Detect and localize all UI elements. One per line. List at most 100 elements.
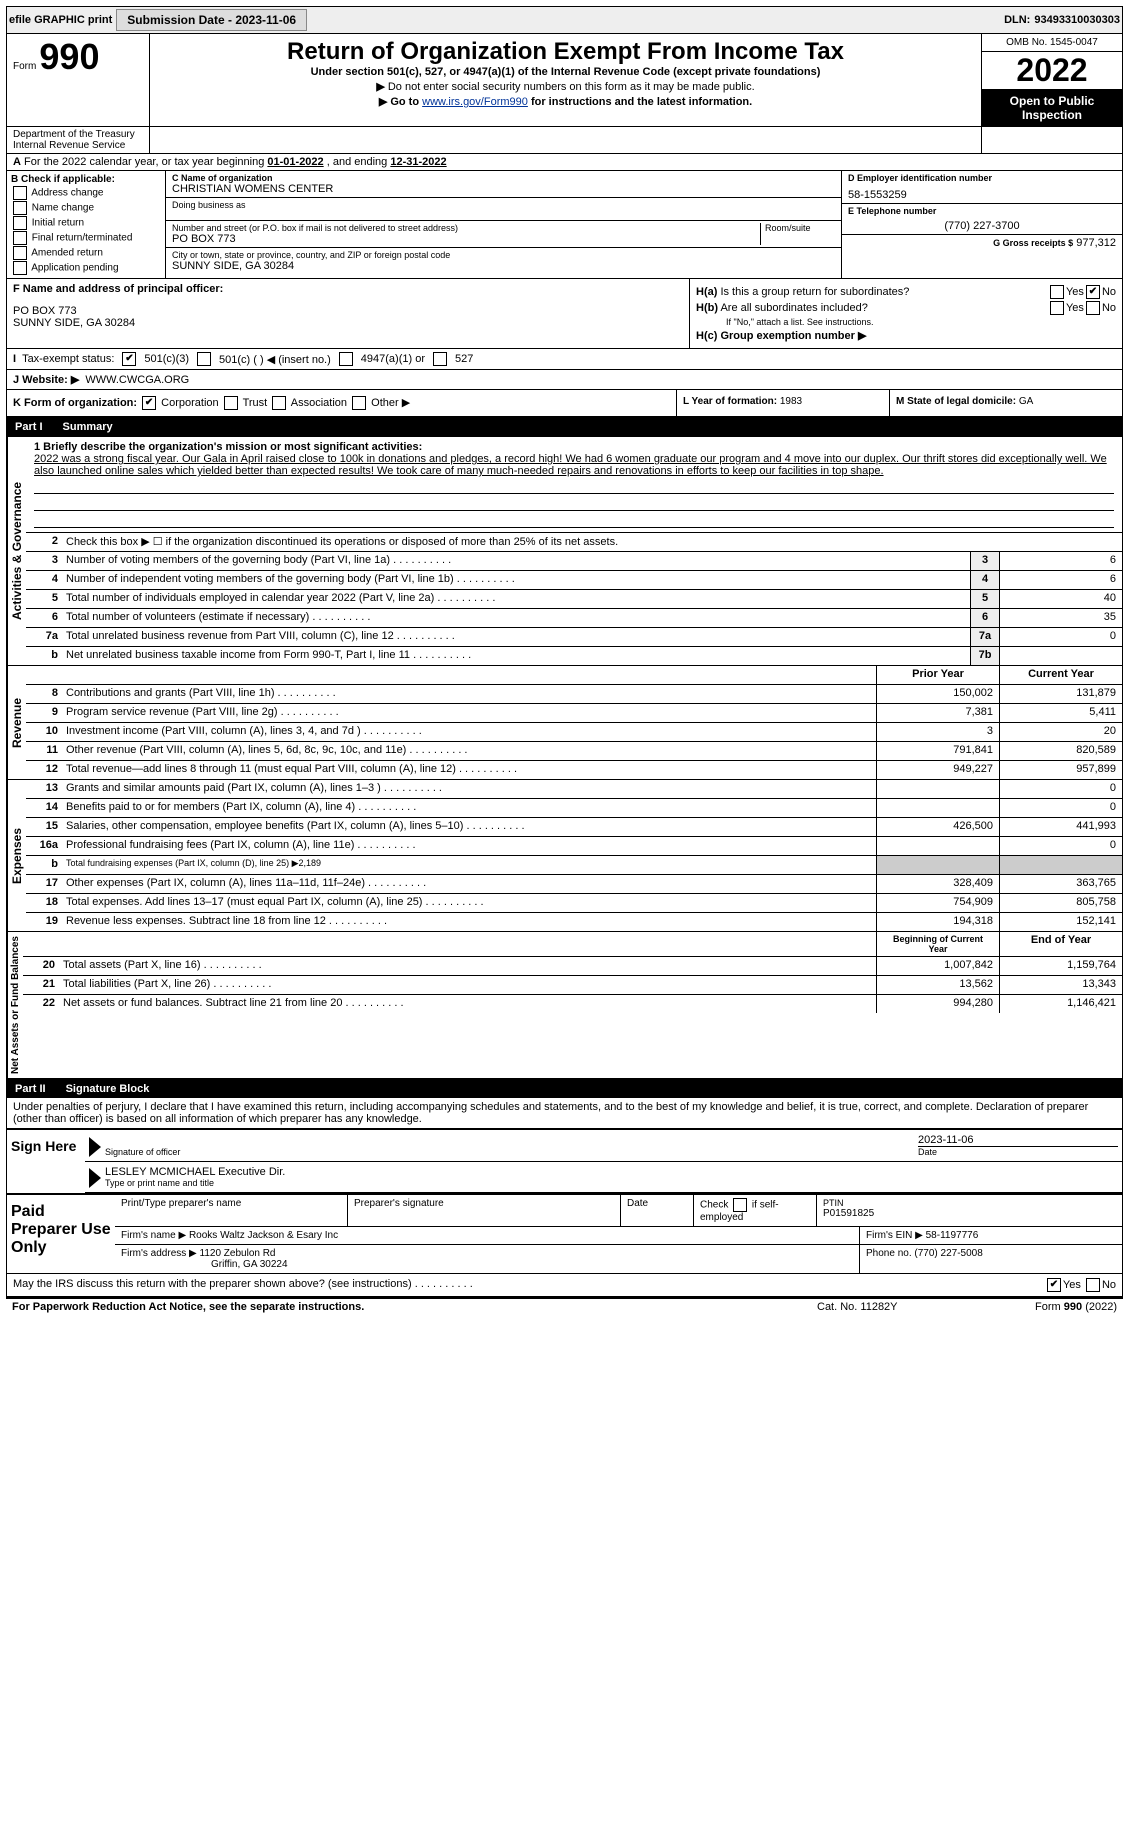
opt-assoc: Association (291, 397, 347, 409)
label-room: Room/suite (765, 223, 835, 233)
org-name: CHRISTIAN WOMENS CENTER (172, 183, 835, 195)
4947-checkbox[interactable] (339, 352, 353, 366)
city-value: SUNNY SIDE, GA 30284 (172, 260, 835, 272)
firm-addr-label: Firm's address ▶ (121, 1248, 197, 1259)
part1-title: Summary (63, 421, 113, 433)
opt-other: Other ▶ (371, 397, 410, 409)
k-other-checkbox[interactable] (352, 396, 366, 410)
ptin-value: P01591825 (823, 1208, 1116, 1219)
prep-h1: Print/Type preparer's name (115, 1195, 348, 1226)
k-assoc-checkbox[interactable] (272, 396, 286, 410)
state-domicile: GA (1019, 396, 1033, 407)
pra-notice: For Paperwork Reduction Act Notice, see … (12, 1301, 817, 1313)
label-city: City or town, state or province, country… (172, 250, 835, 260)
501c3-checkbox[interactable] (122, 352, 136, 366)
ha-no-checkbox[interactable] (1086, 285, 1100, 299)
year-begin: 01-01-2022 (267, 156, 323, 168)
ha-yes-checkbox[interactable] (1050, 285, 1064, 299)
opt-4947: 4947(a)(1) or (361, 353, 425, 365)
street-value: PO BOX 773 (172, 233, 756, 245)
cat-number: Cat. No. 11282Y (817, 1301, 967, 1313)
discuss-yes-checkbox[interactable] (1047, 1278, 1061, 1292)
discuss-yes: Yes (1063, 1279, 1081, 1291)
officer-line1: PO BOX 773 (13, 305, 683, 317)
dept-treasury: Department of the Treasury (13, 129, 143, 140)
dln-label: DLN: (1004, 14, 1030, 26)
self-employed-checkbox[interactable] (733, 1198, 747, 1212)
hb-yes-checkbox[interactable] (1050, 301, 1064, 315)
501c-checkbox[interactable] (197, 352, 211, 366)
prep-h3: Date (621, 1195, 694, 1226)
box-b-checkbox[interactable] (13, 246, 27, 260)
label-f: F Name and address of principal officer: (13, 283, 683, 295)
part1-num: Part I (15, 421, 43, 433)
omb-number: OMB No. 1545-0047 (982, 34, 1122, 52)
k-trust-checkbox[interactable] (224, 396, 238, 410)
box-b-checkbox[interactable] (13, 261, 27, 275)
phone-label: Phone no. (866, 1248, 912, 1259)
name-arrow-icon (89, 1168, 101, 1188)
irs-label: Internal Revenue Service (13, 140, 143, 151)
goto-post: for instructions and the latest informat… (528, 96, 752, 108)
submission-date-button[interactable]: Submission Date - 2023-11-06 (116, 9, 307, 31)
part2-num: Part II (15, 1083, 46, 1095)
prep-check-pre: Check (700, 1200, 728, 1211)
opt-501c: 501(c) ( ) ◀ (insert no.) (219, 353, 331, 366)
opt-corp: Corporation (161, 397, 218, 409)
col-current-year: Current Year (999, 666, 1122, 684)
label-m: M State of legal domicile: (896, 396, 1016, 407)
527-checkbox[interactable] (433, 352, 447, 366)
prep-h2: Preparer's signature (348, 1195, 621, 1226)
form-subtitle: Under section 501(c), 527, or 4947(a)(1)… (154, 66, 977, 78)
side-expenses: Expenses (7, 780, 26, 931)
date-label: Date (918, 1147, 1118, 1157)
q1-text: 2022 was a strong fiscal year. Our Gala … (34, 453, 1114, 477)
website-value: WWW.CWCGA.ORG (85, 374, 189, 386)
row-a-mid: , and ending (327, 156, 391, 168)
box-b-checkbox[interactable] (13, 201, 27, 215)
side-revenue: Revenue (7, 666, 26, 779)
yes-label: Yes (1066, 286, 1084, 298)
yes-label-2: Yes (1066, 302, 1084, 314)
label-street: Number and street (or P.O. box if mail i… (172, 223, 756, 233)
hb-note: If "No," attach a list. See instructions… (696, 317, 1116, 327)
gross-value: 977,312 (1076, 237, 1116, 249)
col-end-year: End of Year (999, 932, 1122, 956)
box-b-checkbox[interactable] (13, 216, 27, 230)
row-a-taxyear: A For the 2022 calendar year, or tax yea… (7, 153, 1122, 170)
irs-link[interactable]: www.irs.gov/Form990 (422, 96, 528, 108)
label-gross: G Gross receipts $ (993, 238, 1073, 248)
firm-addr2: Griffin, GA 30224 (211, 1259, 288, 1270)
ein-value: 58-1553259 (848, 189, 1116, 201)
tax-year: 2022 (982, 52, 1122, 90)
hb-no-checkbox[interactable] (1086, 301, 1100, 315)
firm-name: Rooks Waltz Jackson & Esary Inc (189, 1230, 338, 1241)
declaration-text: Under penalties of perjury, I declare th… (7, 1098, 1122, 1128)
k-corp-checkbox[interactable] (142, 396, 156, 410)
form-number: 990 (39, 36, 99, 77)
form-word: Form (13, 61, 36, 72)
q2-text: Check this box ▶ ☐ if the organization d… (62, 533, 1122, 551)
col-begin-year: Beginning of Current Year (876, 932, 999, 956)
year-formation: 1983 (780, 396, 802, 407)
side-netassets: Net Assets or Fund Balances (7, 932, 23, 1078)
no-label: No (1102, 286, 1116, 298)
label-c-name: C Name of organization (172, 173, 835, 183)
label-tel: E Telephone number (848, 206, 1116, 216)
tel-value: (770) 227-3700 (848, 220, 1116, 232)
ssn-notice: Do not enter social security numbers on … (388, 81, 755, 93)
box-b-checkbox[interactable] (13, 231, 27, 245)
label-ein: D Employer identification number (848, 173, 1116, 183)
box-b-checkbox[interactable] (13, 186, 27, 200)
sign-date: 2023-11-06 (918, 1134, 1118, 1147)
label-dba: Doing business as (172, 200, 835, 210)
side-governance: Activities & Governance (7, 437, 26, 665)
discuss-no: No (1102, 1279, 1116, 1291)
opt-501c3: 501(c)(3) (144, 353, 189, 365)
discuss-no-checkbox[interactable] (1086, 1278, 1100, 1292)
label-k: K Form of organization: (13, 397, 137, 409)
discuss-text: May the IRS discuss this return with the… (13, 1278, 412, 1290)
label-a: A (13, 156, 21, 168)
officer-name: LESLEY MCMICHAEL Executive Dir. (105, 1166, 1118, 1178)
q1-label: 1 Briefly describe the organization's mi… (34, 441, 1114, 453)
